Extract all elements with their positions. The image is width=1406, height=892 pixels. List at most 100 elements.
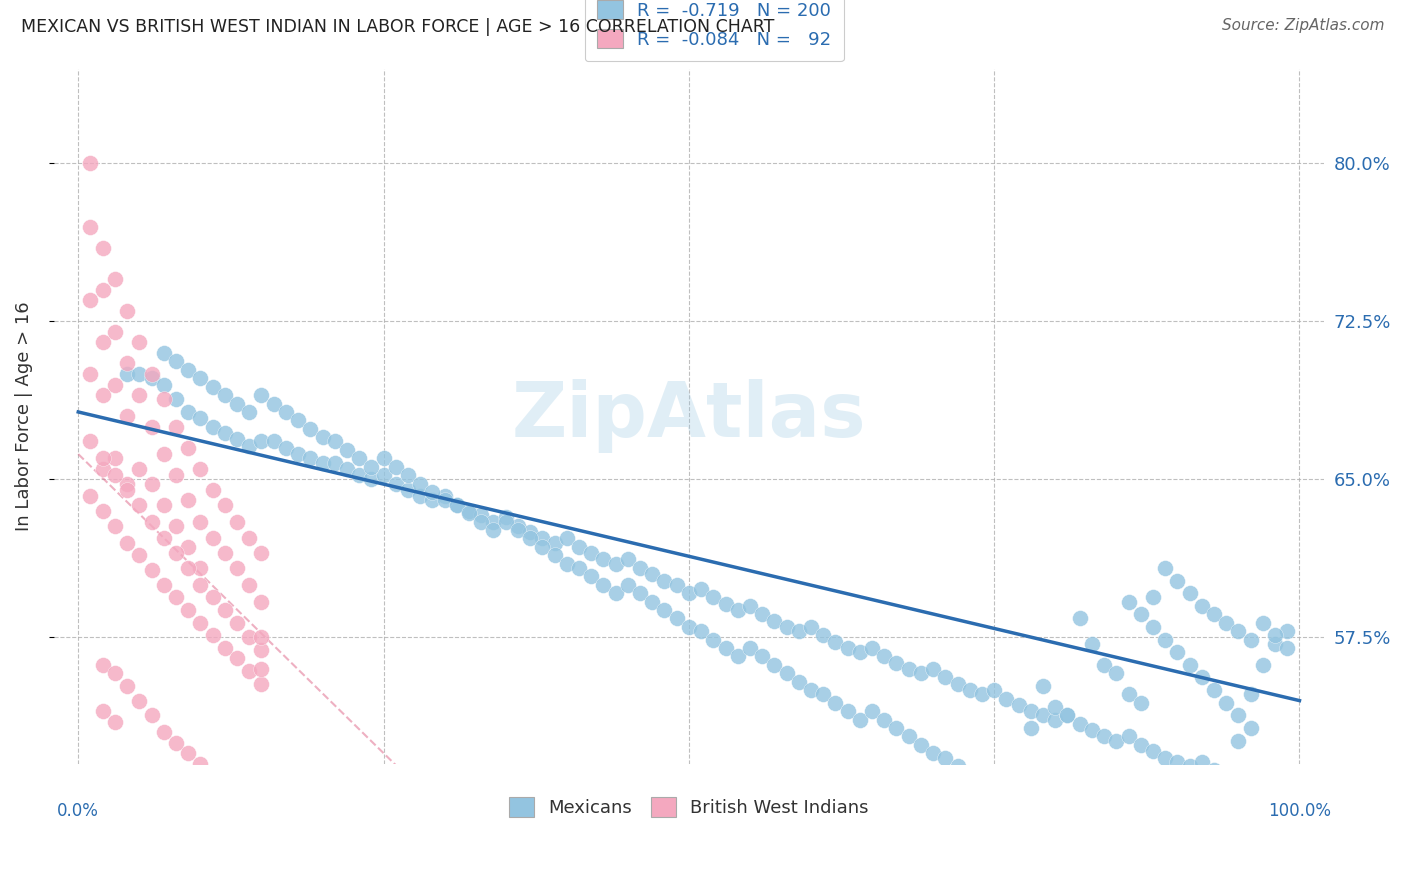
Point [336, 462, 359, 476]
Point [1215, 615, 1237, 630]
Point [214, 640, 236, 655]
Point [91, 704, 114, 718]
Point [592, 552, 614, 566]
Point [568, 561, 591, 575]
Point [263, 396, 285, 410]
Point [470, 515, 492, 529]
Point [79, 156, 101, 170]
Point [446, 498, 468, 512]
Point [1277, 624, 1299, 638]
Point [1227, 708, 1250, 723]
Point [1142, 620, 1164, 634]
Point [1045, 713, 1067, 727]
Point [323, 456, 346, 470]
Point [422, 493, 444, 508]
Y-axis label: In Labor Force | Age > 16: In Labor Force | Age > 16 [15, 301, 32, 531]
Point [1154, 632, 1177, 647]
Point [970, 776, 993, 790]
Point [738, 640, 761, 655]
Point [128, 498, 150, 512]
Point [152, 532, 174, 546]
Text: 0.0%: 0.0% [58, 802, 100, 820]
Point [250, 546, 273, 560]
Point [104, 666, 127, 681]
Point [1129, 696, 1152, 710]
Text: MEXICAN VS BRITISH WEST INDIAN IN LABOR FORCE | AGE > 16 CORRELATION CHART: MEXICAN VS BRITISH WEST INDIAN IN LABOR … [21, 18, 775, 36]
Point [934, 670, 956, 684]
Point [605, 586, 627, 600]
Point [1105, 733, 1128, 747]
Point [800, 683, 823, 698]
Point [360, 459, 382, 474]
Point [104, 377, 127, 392]
Point [115, 367, 138, 381]
Point [458, 506, 481, 520]
Point [727, 649, 749, 664]
Point [177, 603, 200, 617]
Point [1264, 637, 1286, 651]
Point [910, 738, 932, 752]
Legend: Mexicans, British West Indians: Mexicans, British West Indians [502, 790, 876, 824]
Point [433, 493, 456, 508]
Point [91, 657, 114, 672]
Point [959, 767, 981, 781]
Point [995, 776, 1018, 790]
Point [605, 557, 627, 571]
Point [555, 532, 578, 546]
Point [177, 746, 200, 760]
Point [190, 615, 212, 630]
Point [165, 419, 187, 434]
Point [141, 476, 163, 491]
Point [1166, 574, 1188, 588]
Point [299, 422, 322, 436]
Point [800, 620, 823, 634]
Point [226, 396, 249, 410]
Point [214, 388, 236, 402]
Point [886, 721, 908, 735]
Point [1092, 657, 1115, 672]
Point [1118, 687, 1140, 701]
Point [1166, 645, 1188, 659]
Point [250, 809, 273, 823]
Point [177, 363, 200, 377]
Point [201, 483, 224, 497]
Point [79, 293, 101, 308]
Point [177, 540, 200, 554]
Point [897, 730, 920, 744]
Point [1227, 733, 1250, 747]
Point [396, 468, 419, 483]
Point [1142, 744, 1164, 758]
Point [1129, 607, 1152, 622]
Point [1032, 679, 1054, 693]
Point [579, 546, 602, 560]
Point [79, 367, 101, 381]
Point [702, 632, 724, 647]
Point [409, 476, 432, 491]
Point [1239, 632, 1261, 647]
Point [165, 354, 187, 368]
Point [238, 532, 260, 546]
Point [190, 515, 212, 529]
Point [152, 447, 174, 461]
Point [177, 561, 200, 575]
Point [1129, 738, 1152, 752]
Point [347, 468, 370, 483]
Point [702, 591, 724, 605]
Point [665, 611, 688, 625]
Point [347, 451, 370, 466]
Point [922, 746, 945, 760]
Point [1154, 750, 1177, 764]
Point [214, 778, 236, 792]
Point [1202, 607, 1225, 622]
Point [446, 498, 468, 512]
Point [311, 456, 333, 470]
Point [165, 736, 187, 750]
Point [1191, 670, 1213, 684]
Point [152, 725, 174, 739]
Point [141, 515, 163, 529]
Text: Source: ZipAtlas.com: Source: ZipAtlas.com [1222, 18, 1385, 33]
Point [959, 683, 981, 698]
Point [91, 451, 114, 466]
Point [568, 540, 591, 554]
Point [1045, 700, 1067, 714]
